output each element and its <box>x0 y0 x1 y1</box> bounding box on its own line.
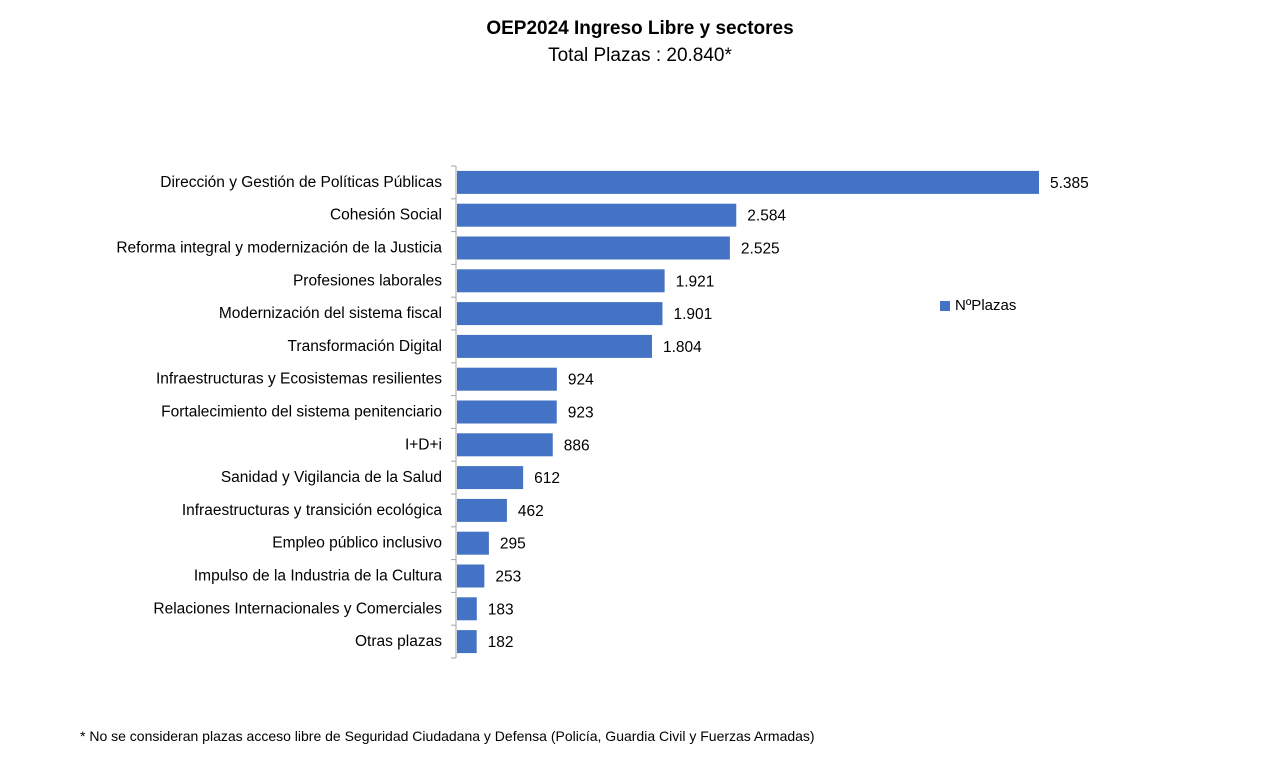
value-label: 924 <box>568 372 594 389</box>
value-label: 2.525 <box>741 241 780 258</box>
legend-label: NºPlazas <box>955 297 1017 314</box>
category-label: Dirección y Gestión de Políticas Pública… <box>160 174 442 191</box>
value-label: 1.901 <box>673 306 712 323</box>
bar <box>457 597 477 621</box>
value-label: 183 <box>488 601 514 618</box>
bar <box>457 334 652 358</box>
legend-swatch <box>940 300 950 311</box>
category-axis <box>451 165 457 659</box>
category-label: Sanidad y Vigilancia de la Salud <box>221 469 442 486</box>
bar <box>457 302 663 326</box>
legend: NºPlazas <box>940 297 1016 314</box>
category-labels: Dirección y Gestión de Políticas Pública… <box>116 174 442 650</box>
value-label: 295 <box>500 536 526 553</box>
category-label: Transformación Digital <box>288 338 442 355</box>
value-label: 253 <box>495 569 521 586</box>
value-label: 5.385 <box>1050 175 1089 192</box>
category-label: Fortalecimiento del sistema penitenciari… <box>161 404 442 421</box>
bar <box>457 466 524 490</box>
category-label: Impulso de la Industria de la Cultura <box>194 568 443 585</box>
bar <box>457 531 489 555</box>
bar <box>457 236 730 260</box>
value-label: 2.584 <box>747 208 786 225</box>
category-label: Modernización del sistema fiscal <box>219 305 442 322</box>
bar <box>457 367 557 391</box>
footnote: * No se consideran plazas acceso libre d… <box>80 728 815 744</box>
value-label: 462 <box>518 503 544 520</box>
category-label: I+D+i <box>405 436 442 453</box>
value-label: 1.921 <box>676 273 715 290</box>
value-label: 182 <box>488 634 514 651</box>
chart-title: OEP2024 Ingreso Libre y sectores <box>486 18 794 39</box>
category-label: Relaciones Internacionales y Comerciales <box>153 600 442 617</box>
bar <box>457 400 557 424</box>
bar <box>457 498 507 522</box>
value-label: 886 <box>564 437 590 454</box>
category-label: Otras plazas <box>355 633 442 650</box>
bar <box>457 269 665 293</box>
category-label: Profesiones laborales <box>293 272 442 289</box>
category-label: Infraestructuras y Ecosistemas resilient… <box>156 371 442 388</box>
value-label: 923 <box>568 405 594 422</box>
bar <box>457 203 737 227</box>
chart-subtitle: Total Plazas : 20.840* <box>548 45 732 66</box>
category-label: Empleo público inclusivo <box>272 535 442 552</box>
bar <box>457 170 1039 194</box>
category-label: Reforma integral y modernización de la J… <box>116 240 442 257</box>
bars <box>457 170 1039 654</box>
category-label: Cohesión Social <box>330 207 442 224</box>
bar <box>457 630 477 654</box>
bar <box>457 564 485 588</box>
value-label: 1.804 <box>663 339 702 356</box>
category-label: Infraestructuras y transición ecológica <box>182 502 443 519</box>
value-labels: 5.385 2.584 2.525 1.921 1.901 1.804 924 923 8866… <box>488 175 1089 651</box>
value-label: 612 <box>534 470 560 487</box>
bar <box>457 433 553 457</box>
